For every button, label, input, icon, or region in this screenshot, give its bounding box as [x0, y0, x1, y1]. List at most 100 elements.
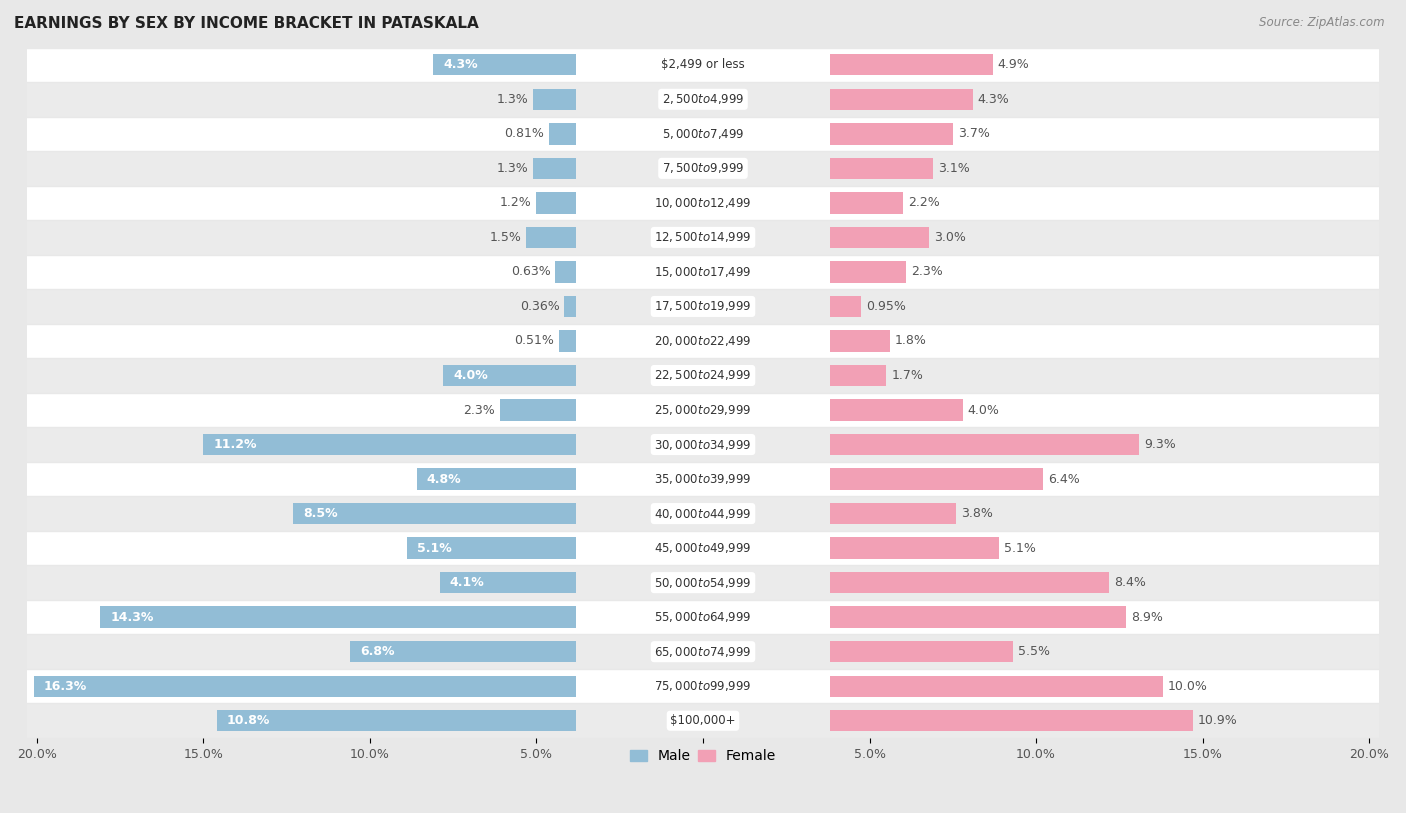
Text: 6.4%: 6.4% [1047, 472, 1080, 485]
Bar [294, 503, 576, 524]
Text: 2.2%: 2.2% [908, 197, 939, 210]
Text: Source: ZipAtlas.com: Source: ZipAtlas.com [1260, 16, 1385, 29]
Text: $75,000 to $99,999: $75,000 to $99,999 [654, 679, 752, 693]
Text: 6.8%: 6.8% [360, 646, 395, 659]
FancyBboxPatch shape [20, 496, 1386, 531]
Text: $25,000 to $29,999: $25,000 to $29,999 [654, 403, 752, 417]
Text: 3.0%: 3.0% [935, 231, 966, 244]
Bar [830, 606, 1126, 628]
FancyBboxPatch shape [20, 324, 1386, 359]
Text: $10,000 to $12,499: $10,000 to $12,499 [654, 196, 752, 210]
Text: 4.3%: 4.3% [977, 93, 1010, 106]
FancyBboxPatch shape [20, 600, 1386, 634]
Bar [830, 296, 862, 317]
FancyBboxPatch shape [20, 634, 1386, 669]
Bar [830, 54, 993, 76]
Bar [830, 468, 1043, 489]
Bar [830, 676, 1163, 697]
Bar [830, 261, 907, 283]
Text: 1.8%: 1.8% [894, 334, 927, 347]
Bar [416, 468, 576, 489]
Text: $7,500 to $9,999: $7,500 to $9,999 [662, 161, 744, 176]
Bar [443, 365, 576, 386]
Bar [830, 365, 886, 386]
Text: $20,000 to $22,499: $20,000 to $22,499 [654, 334, 752, 348]
Text: $45,000 to $49,999: $45,000 to $49,999 [654, 541, 752, 555]
Bar [533, 158, 576, 179]
FancyBboxPatch shape [20, 82, 1386, 116]
Text: 2.3%: 2.3% [463, 403, 495, 416]
Bar [830, 537, 1000, 559]
Text: 10.0%: 10.0% [1167, 680, 1208, 693]
FancyBboxPatch shape [20, 47, 1386, 82]
Text: 3.7%: 3.7% [957, 128, 990, 141]
Bar [830, 503, 956, 524]
Text: 4.3%: 4.3% [443, 59, 478, 72]
Text: 8.4%: 8.4% [1115, 576, 1146, 589]
FancyBboxPatch shape [20, 669, 1386, 703]
Text: 0.36%: 0.36% [520, 300, 560, 313]
Text: EARNINGS BY SEX BY INCOME BRACKET IN PATASKALA: EARNINGS BY SEX BY INCOME BRACKET IN PAT… [14, 16, 479, 31]
Text: $35,000 to $39,999: $35,000 to $39,999 [654, 472, 752, 486]
Text: 1.3%: 1.3% [496, 93, 529, 106]
Text: 1.7%: 1.7% [891, 369, 924, 382]
Text: 0.95%: 0.95% [866, 300, 905, 313]
Bar [204, 434, 576, 455]
Text: $50,000 to $54,999: $50,000 to $54,999 [654, 576, 752, 589]
Text: 8.5%: 8.5% [304, 507, 337, 520]
Text: 3.1%: 3.1% [938, 162, 970, 175]
Text: 16.3%: 16.3% [44, 680, 87, 693]
FancyBboxPatch shape [20, 462, 1386, 496]
Text: 8.9%: 8.9% [1130, 611, 1163, 624]
FancyBboxPatch shape [20, 116, 1386, 151]
Text: 4.8%: 4.8% [426, 472, 461, 485]
FancyBboxPatch shape [20, 531, 1386, 565]
Text: $12,500 to $14,999: $12,500 to $14,999 [654, 230, 752, 245]
Bar [830, 123, 953, 145]
Bar [350, 641, 576, 663]
FancyBboxPatch shape [20, 359, 1386, 393]
Text: 0.81%: 0.81% [505, 128, 544, 141]
Bar [560, 330, 576, 352]
Text: $2,500 to $4,999: $2,500 to $4,999 [662, 93, 744, 107]
Bar [555, 261, 576, 283]
Bar [830, 330, 890, 352]
Bar [499, 399, 576, 420]
Text: 4.0%: 4.0% [453, 369, 488, 382]
Text: 9.3%: 9.3% [1144, 438, 1175, 451]
Text: 10.9%: 10.9% [1198, 715, 1237, 728]
Bar [217, 710, 576, 732]
Bar [830, 641, 1012, 663]
Text: 1.5%: 1.5% [489, 231, 522, 244]
Text: $55,000 to $64,999: $55,000 to $64,999 [654, 611, 752, 624]
Bar [830, 158, 932, 179]
Text: 1.2%: 1.2% [499, 197, 531, 210]
FancyBboxPatch shape [20, 703, 1386, 738]
Text: 3.8%: 3.8% [962, 507, 993, 520]
FancyBboxPatch shape [20, 151, 1386, 185]
FancyBboxPatch shape [20, 393, 1386, 428]
Bar [830, 434, 1139, 455]
Text: $40,000 to $44,999: $40,000 to $44,999 [654, 506, 752, 520]
Text: 14.3%: 14.3% [110, 611, 153, 624]
Bar [433, 54, 576, 76]
Bar [533, 89, 576, 110]
Text: $2,499 or less: $2,499 or less [661, 59, 745, 72]
Text: $22,500 to $24,999: $22,500 to $24,999 [654, 368, 752, 382]
Bar [440, 572, 576, 593]
Text: $17,500 to $19,999: $17,500 to $19,999 [654, 299, 752, 314]
Text: 5.1%: 5.1% [1004, 541, 1036, 554]
Text: 0.51%: 0.51% [515, 334, 554, 347]
Text: 5.1%: 5.1% [416, 541, 451, 554]
Bar [830, 572, 1109, 593]
FancyBboxPatch shape [20, 289, 1386, 324]
Text: $65,000 to $74,999: $65,000 to $74,999 [654, 645, 752, 659]
Text: 11.2%: 11.2% [214, 438, 257, 451]
FancyBboxPatch shape [20, 254, 1386, 289]
Text: $15,000 to $17,499: $15,000 to $17,499 [654, 265, 752, 279]
Text: 2.3%: 2.3% [911, 265, 943, 278]
Bar [564, 296, 576, 317]
Bar [830, 192, 903, 214]
Bar [830, 89, 973, 110]
Text: 4.0%: 4.0% [967, 403, 1000, 416]
